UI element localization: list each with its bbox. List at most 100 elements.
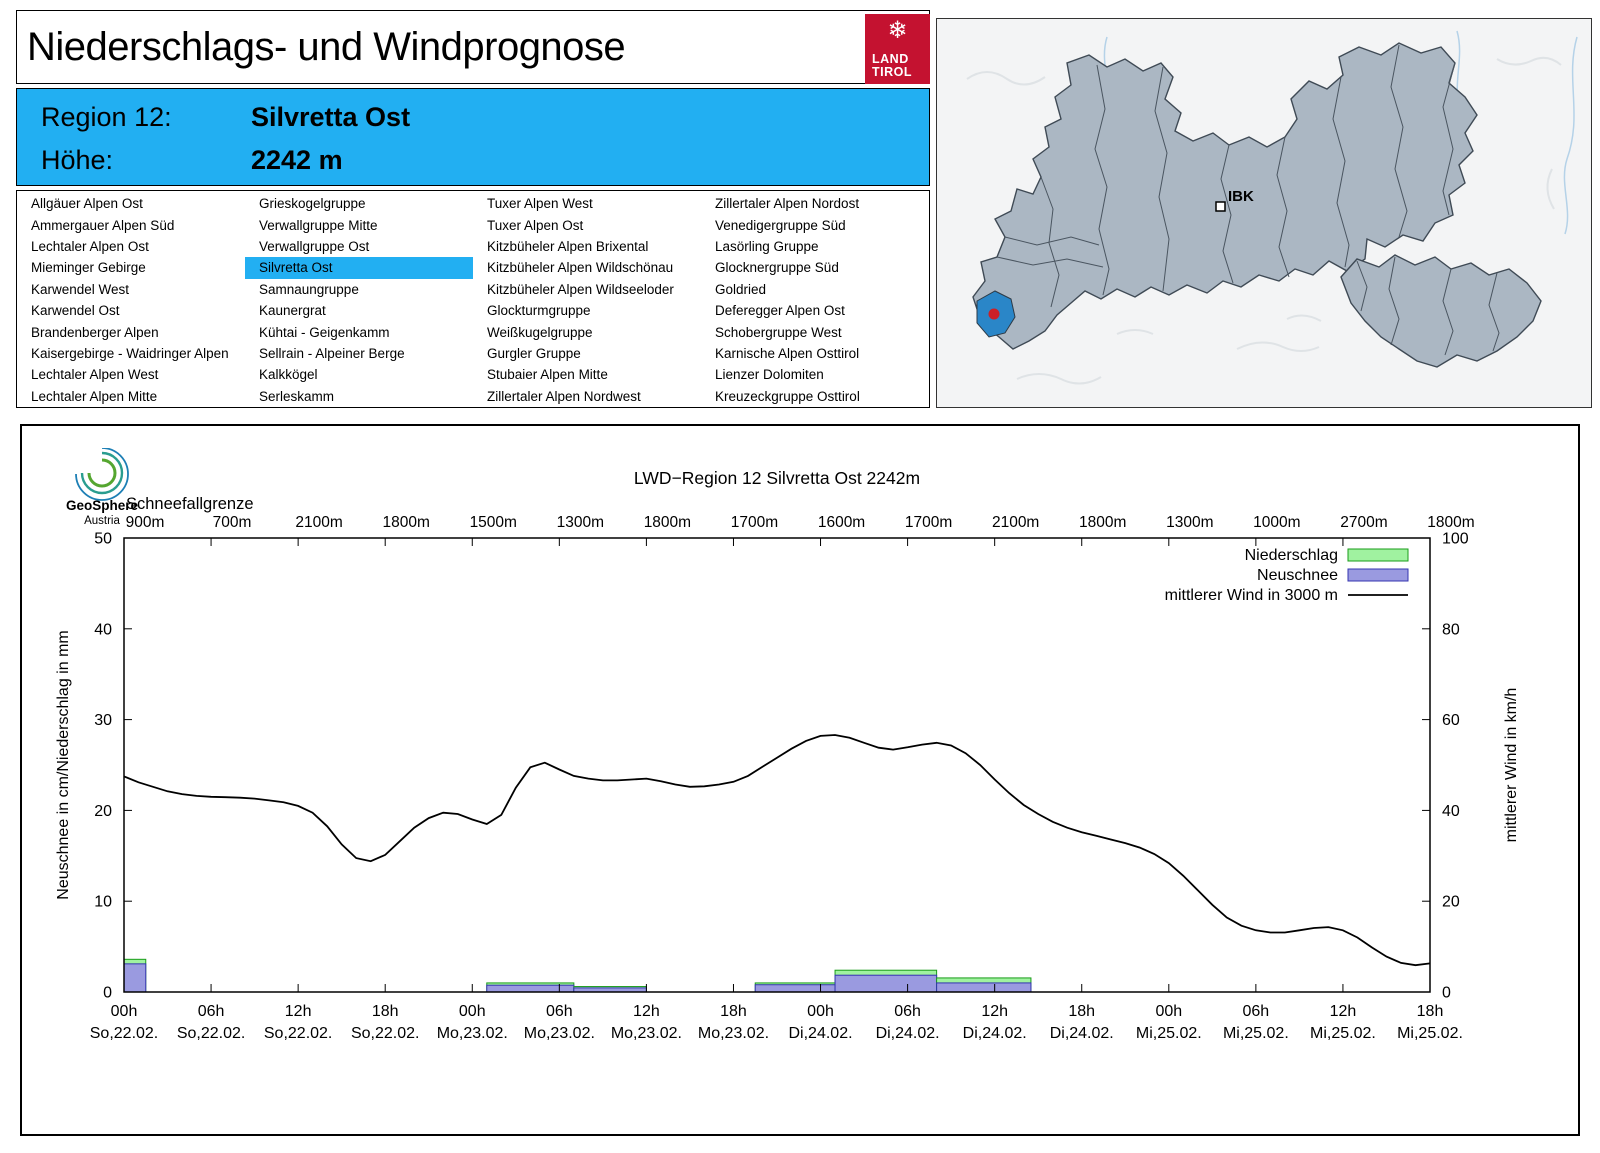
region-list-item[interactable]: Lienzer Dolomiten [715, 367, 824, 383]
region-list-item[interactable]: Samnaungruppe [259, 281, 359, 297]
snowline-value: 1600m [818, 514, 865, 531]
x-tick-date: Di,24.02. [876, 1025, 940, 1042]
region-list-item[interactable]: Schobergruppe West [715, 324, 842, 340]
tirol-map[interactable]: IBK [936, 18, 1592, 408]
region-list-item[interactable]: Tuxer Alpen Ost [487, 217, 584, 233]
region-list-item[interactable]: Gurgler Gruppe [487, 346, 581, 362]
x-tick-date: Mi,25.02. [1397, 1025, 1463, 1042]
geosphere-arc [87, 458, 117, 488]
terrain-shading [966, 56, 1562, 385]
altitude-value: 2242 m [251, 145, 343, 175]
osttirol-outline[interactable] [1340, 254, 1542, 368]
y-tick-left: 40 [94, 621, 112, 638]
region-list-item[interactable]: Goldried [715, 281, 767, 297]
region-list-item[interactable]: Zillertaler Alpen Nordost [715, 196, 860, 212]
wind-line [123, 734, 1431, 967]
y-tick-left: 10 [94, 894, 112, 911]
region-list-item[interactable]: Kaunergrat [259, 303, 326, 319]
geosphere-country: Austria [84, 515, 120, 527]
region-list-item[interactable]: Verwallgruppe Ost [259, 239, 370, 255]
snowline-value: 1500m [470, 514, 517, 531]
x-tick-hour: 06h [1243, 1003, 1270, 1020]
legend-label: Neuschnee [1257, 567, 1338, 584]
x-tick-hour: 18h [372, 1003, 399, 1020]
snowline-value: 1300m [557, 514, 604, 531]
x-tick-hour: 00h [459, 1003, 486, 1020]
x-tick-hour: 12h [633, 1003, 660, 1020]
legend-swatch [1347, 568, 1409, 582]
geosphere-name: GeoSphere [66, 498, 139, 513]
x-tick-hour: 00h [807, 1003, 834, 1020]
region-list-item[interactable]: Grieskogelgruppe [259, 196, 366, 212]
x-tick-hour: 00h [1155, 1003, 1182, 1020]
region-list-item[interactable]: Lechtaler Alpen West [31, 367, 159, 383]
region-list-item[interactable]: Mieminger Gebirge [31, 260, 146, 276]
region-list-item[interactable]: Sellrain - Alpeiner Berge [259, 346, 405, 362]
x-tick-date: Mi,25.02. [1136, 1025, 1202, 1042]
region-list-item[interactable]: Zillertaler Alpen Nordwest [487, 388, 641, 404]
y-tick-right: 0 [1442, 985, 1451, 1002]
land-tirol-logo: ❄ LAND TIROL [865, 14, 930, 84]
location-marker [988, 308, 1000, 320]
region-list-item[interactable]: Tuxer Alpen West [487, 196, 593, 212]
neuschnee-bar [936, 982, 1032, 993]
region-list-column: Zillertaler Alpen Nordost Venedigergruppe… [701, 193, 929, 407]
y-tick-right: 40 [1442, 803, 1460, 820]
ylabel-left: Neuschnee in cm/Niederschlag in mm [55, 630, 72, 899]
x-tick-date: Mi,25.02. [1310, 1025, 1376, 1042]
y-tick-right: 80 [1442, 621, 1460, 638]
region-list-item[interactable]: Glockturmgruppe [487, 303, 591, 319]
region-list-column: Tuxer Alpen West Tuxer Alpen Ost Kitzbühel… [473, 193, 701, 407]
region-list-item[interactable]: Lasörling Gruppe [715, 239, 819, 255]
ibk-label: IBK [1228, 188, 1254, 205]
x-tick-date: Di,24.02. [1050, 1025, 1114, 1042]
region-list-item[interactable]: Allgäuer Alpen Ost [31, 196, 143, 212]
region-list-item[interactable]: Verwallgruppe Mitte [259, 217, 378, 233]
region-list-item[interactable]: Kaisergebirge - Waidringer Alpen [31, 346, 229, 362]
region-list-item[interactable]: Deferegger Alpen Ost [715, 303, 845, 319]
x-tick-hour: 06h [894, 1003, 921, 1020]
region-list-item[interactable]: Lechtaler Alpen Mitte [31, 388, 158, 404]
region-list-item[interactable]: Serleskamm [259, 388, 335, 404]
region-list-item[interactable]: Kreuzeckgruppe Osttirol [715, 388, 860, 404]
region-list-item[interactable]: Weißkugelgruppe [487, 324, 593, 340]
x-tick-date: So,22.02. [177, 1025, 246, 1042]
region-list-item[interactable]: Karwendel West [31, 281, 130, 297]
region-list-item[interactable]: Kühtai - Geigenkamm [259, 324, 390, 340]
region-list-column: Grieskogelgruppe Verwallgruppe Mitte Verwa… [245, 193, 473, 407]
tirol-outline[interactable] [972, 42, 1478, 350]
region-list-item[interactable]: Stubaier Alpen Mitte [487, 367, 608, 383]
snowline-value: 1700m [731, 514, 778, 531]
x-tick-date: Di,24.02. [963, 1025, 1027, 1042]
page-title-box: Niederschlags- und Windprognose [16, 10, 930, 84]
snowline-value: 1800m [644, 514, 691, 531]
region-list-item[interactable]: Ammergauer Alpen Süd [31, 217, 175, 233]
x-tick-hour: 12h [981, 1003, 1008, 1020]
region-list-item[interactable]: Kitzbüheler Alpen Wildschönau [487, 260, 674, 276]
snowline-value: 1800m [1427, 514, 1474, 531]
region-list-item[interactable]: Kitzbüheler Alpen Wildseeloder [487, 281, 674, 297]
legend-swatch [1347, 548, 1409, 562]
osttirol-district-borders [1356, 256, 1500, 356]
plot-frame [123, 537, 1431, 993]
tirol-map-svg[interactable]: IBK [937, 19, 1591, 407]
snowline-value: 2100m [295, 514, 342, 531]
x-tick-hour: 18h [1068, 1003, 1095, 1020]
region-list-item[interactable]: Karwendel Ost [31, 303, 120, 319]
region-list-item[interactable]: Kitzbüheler Alpen Brixental [487, 239, 649, 255]
x-tick-date: Mo,23.02. [437, 1025, 508, 1042]
region-list-item[interactable]: Brandenberger Alpen [31, 324, 159, 340]
region-list-item[interactable]: Lechtaler Alpen Ost [31, 239, 149, 255]
y-tick-left: 0 [103, 985, 112, 1002]
region-list-item-selected[interactable]: Silvretta Ost [245, 257, 473, 279]
land-tirol-logo-text: LAND TIROL [872, 52, 912, 79]
region-list-item[interactable]: Glocknergruppe Süd [715, 260, 839, 276]
x-tick-hour: 06h [198, 1003, 225, 1020]
region-list-item[interactable]: Kalkkögel [259, 367, 318, 383]
snowline-value: 1700m [905, 514, 952, 531]
page-title: Niederschlags- und Windprognose [27, 24, 626, 69]
region-list-item[interactable]: Venedigergruppe Süd [715, 217, 846, 233]
x-tick-hour: 06h [546, 1003, 573, 1020]
district-borders [996, 44, 1456, 308]
region-list-item[interactable]: Karnische Alpen Osttirol [715, 346, 860, 362]
